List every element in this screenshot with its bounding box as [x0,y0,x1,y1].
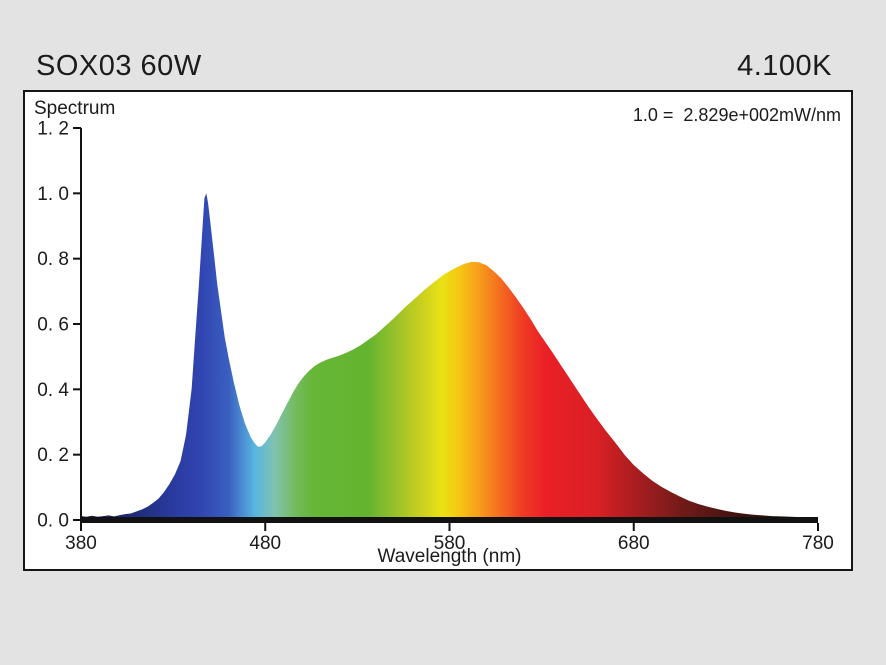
x-tick-label: 780 [802,533,834,554]
x-axis-line [81,517,818,523]
lamp-model-title: SOX03 60W [36,50,202,82]
x-tick-label: 680 [618,533,650,554]
color-temperature-label: 4.100K [737,50,832,82]
chart-title: Spectrum [34,98,116,119]
y-tick-label: 1. 2 [37,119,69,140]
y-tick-label: 0. 2 [37,445,69,466]
x-tick-label: 580 [434,533,466,554]
x-tick-label: 380 [65,533,97,554]
y-tick-label: 1. 0 [37,184,69,205]
y-tick-label: 0. 6 [37,315,69,336]
y-tick-label: 0. 4 [37,380,69,401]
spectrum-area [81,193,818,521]
x-tick-label: 480 [249,533,281,554]
normalization-note: 1.0 = 2.829e+002mW/nm [632,105,841,125]
spectrum-chart: 0. 0 0. 2 0. 4 0. 6 0. 8 1. 0 1. 2 380 480 580 680… [37,119,834,568]
x-axis-title: Wavelength (nm) [378,546,522,567]
y-axis-line [80,128,82,523]
y-tick-label: 0. 8 [37,249,69,270]
y-tick-label: 0. 0 [37,511,69,532]
